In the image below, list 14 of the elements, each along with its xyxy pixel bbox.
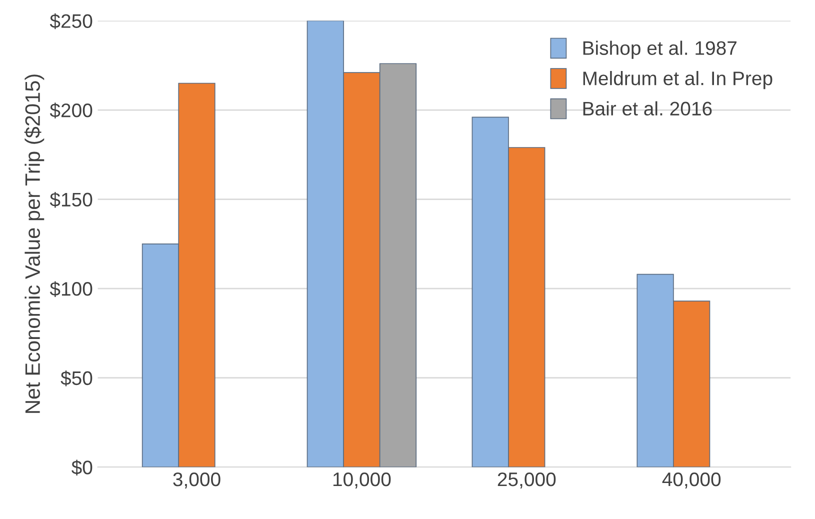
y-tick-label: $150 [50,192,92,208]
y-tick-label: $0 [72,460,92,476]
y-tick-label: $200 [50,102,92,118]
legend-label: Bishop et al. 1987 [583,40,736,59]
y-tick-label: $100 [50,281,92,297]
x-tick-label: 40,000 [662,472,721,489]
legend-label: Bair et al. 2016 [583,101,712,116]
y-axis-title: Net Economic Value per Trip ($2015) [24,74,44,413]
x-tick-label: 3,000 [173,472,220,489]
y-tick-label: $250 [50,13,92,30]
legend-label: Meldrum et al. In Prep [583,70,772,90]
y-tick-label: $50 [60,370,92,386]
x-tick-label: 25,000 [498,472,556,489]
x-tick-label: 10,000 [333,472,391,489]
